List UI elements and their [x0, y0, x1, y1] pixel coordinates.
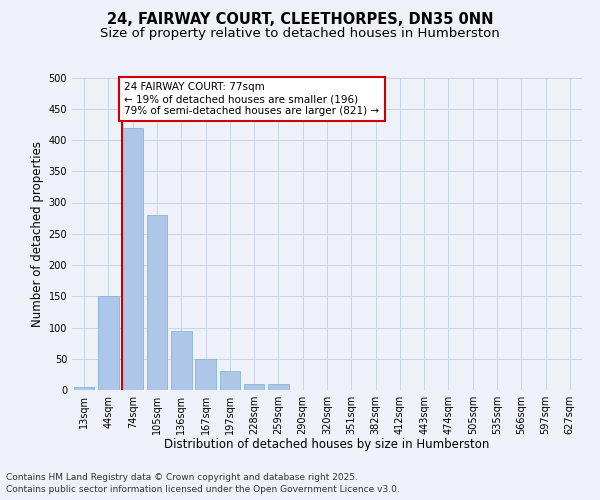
Y-axis label: Number of detached properties: Number of detached properties: [31, 141, 44, 327]
Text: 24, FAIRWAY COURT, CLEETHORPES, DN35 0NN: 24, FAIRWAY COURT, CLEETHORPES, DN35 0NN: [107, 12, 493, 28]
X-axis label: Distribution of detached houses by size in Humberston: Distribution of detached houses by size …: [164, 438, 490, 452]
Text: Contains HM Land Registry data © Crown copyright and database right 2025.: Contains HM Land Registry data © Crown c…: [6, 474, 358, 482]
Bar: [74, 387, 94, 390]
Text: Contains public sector information licensed under the Open Government Licence v3: Contains public sector information licen…: [6, 485, 400, 494]
Text: 24 FAIRWAY COURT: 77sqm
← 19% of detached houses are smaller (196)
79% of semi-d: 24 FAIRWAY COURT: 77sqm ← 19% of detache…: [124, 82, 379, 116]
Bar: [220, 371, 240, 390]
Bar: [98, 296, 119, 390]
Bar: [171, 330, 191, 390]
Bar: [146, 215, 167, 390]
Bar: [122, 128, 143, 390]
Bar: [268, 384, 289, 390]
Bar: [244, 384, 265, 390]
Bar: [195, 359, 216, 390]
Text: Size of property relative to detached houses in Humberston: Size of property relative to detached ho…: [100, 28, 500, 40]
